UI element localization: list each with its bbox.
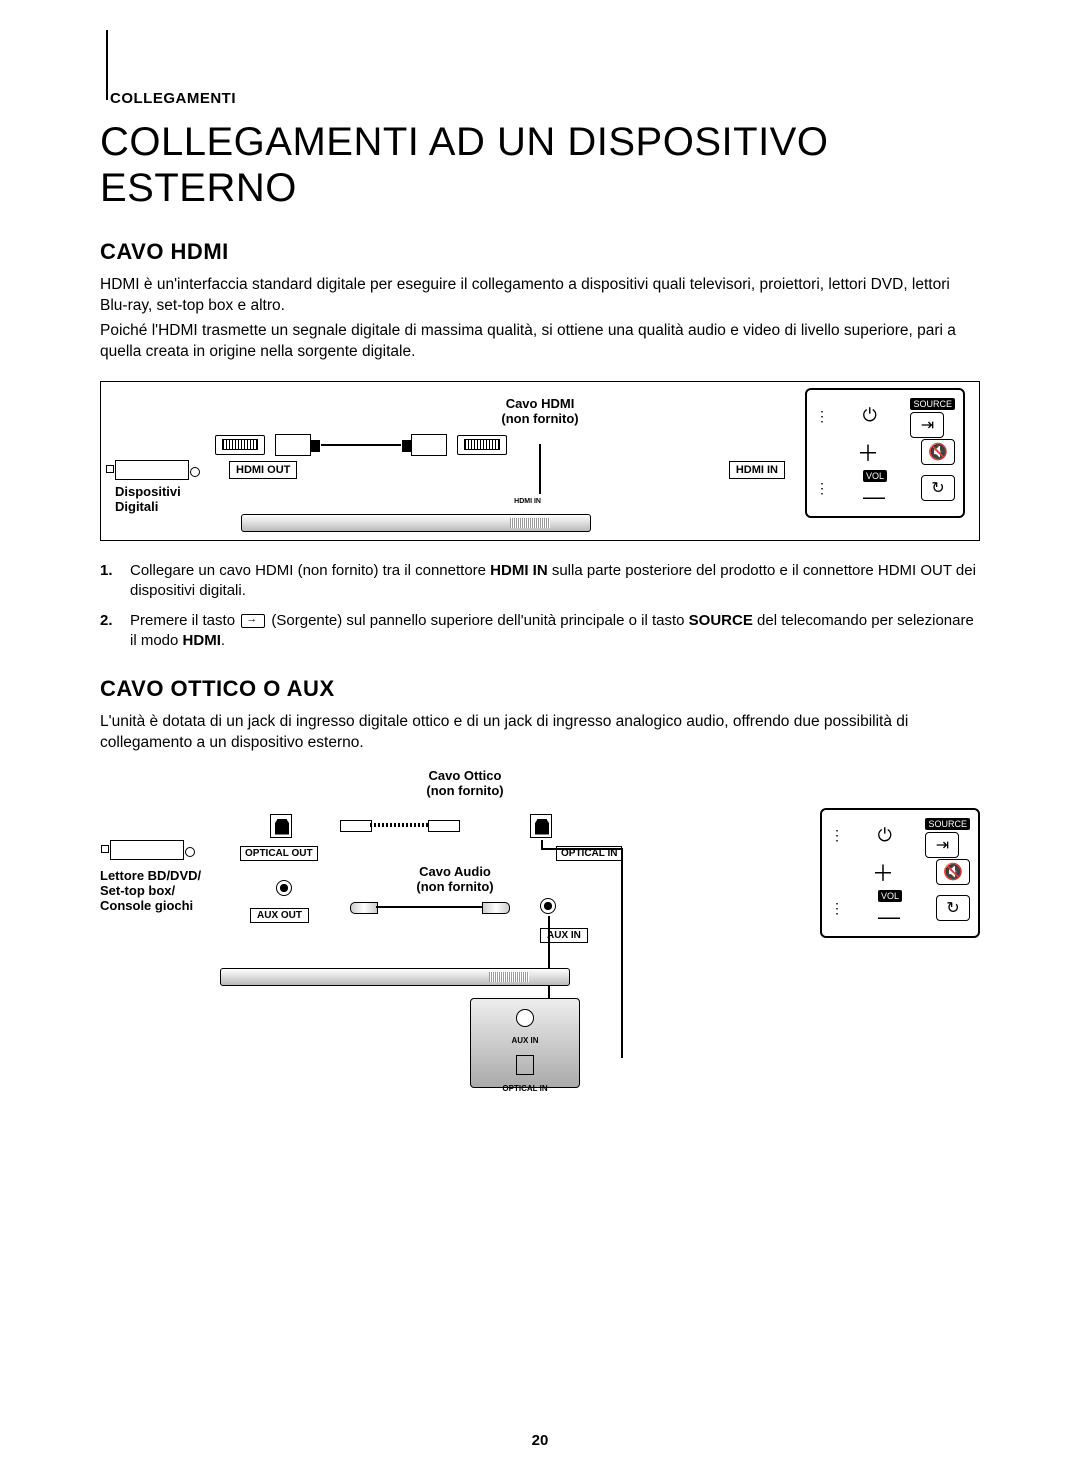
- aux-in-jack: [516, 1009, 534, 1027]
- page-title: COLLEGAMENTI AD UN DISPOSITIVO ESTERNO: [100, 119, 980, 211]
- optical-out-label: OPTICAL OUT: [240, 846, 318, 861]
- aux-device-label-1: Lettore BD/DVD/: [100, 868, 201, 883]
- soundbar-back-panel: AUX IN OPTICAL IN: [470, 998, 580, 1088]
- hdmi-heading: CAVO HDMI: [100, 239, 980, 265]
- optical-out-port: [270, 814, 292, 838]
- vol-down-icon: —: [863, 484, 885, 509]
- dots-icon-2: ⋮: [815, 484, 829, 492]
- hdmi-steps: 1. Collegare un cavo HDMI (non fornito) …: [100, 561, 980, 652]
- dots-icon-3: ⋮: [830, 831, 844, 839]
- aux-cable: [350, 902, 510, 912]
- optical-cable-label-2: (non fornito): [426, 783, 503, 798]
- hdmi-device-label-1: Dispositivi: [115, 484, 181, 499]
- source-label-2: SOURCE: [925, 818, 970, 830]
- remote-control: ⋮ ⏻ SOURCE ⇥ ＋ 🔇 ⋮ VOL — ↻: [805, 388, 965, 518]
- hdmi-port-dest: [457, 435, 507, 455]
- vol-up-icon-2: ＋: [872, 856, 894, 888]
- hdmi-cable-label-1: Cavo HDMI: [506, 396, 575, 411]
- vol-label-2: VOL: [878, 890, 902, 902]
- soundbar-icon-2: [220, 968, 570, 986]
- power-icon: ⏻: [863, 405, 877, 426]
- repeat-button-icon-2: ↻: [936, 895, 970, 921]
- hdmi-step-1: 1. Collegare un cavo HDMI (non fornito) …: [100, 561, 980, 602]
- hdmi-port-source: [215, 435, 265, 455]
- optical-cable-label-1: Cavo Ottico: [429, 768, 502, 783]
- hdmi-device-label-2: Digitali: [115, 499, 158, 514]
- source-button-icon: ⇥: [910, 412, 944, 438]
- mute-button-icon: 🔇: [921, 439, 955, 465]
- page-number: 20: [0, 1432, 1080, 1449]
- audio-cable-label-2: (non fornito): [416, 879, 493, 894]
- header-divider: [106, 30, 108, 100]
- source-label: SOURCE: [910, 398, 955, 410]
- dots-icon-4: ⋮: [830, 904, 844, 912]
- hdmi-diagram: Cavo HDMI (non fornito) HDMI OUT HDMI IN…: [100, 381, 980, 541]
- source-button-icon-2: ⇥: [925, 832, 959, 858]
- aux-para: L'unità è dotata di un jack di ingresso …: [100, 712, 980, 754]
- optical-cable: [340, 818, 460, 832]
- power-icon-2: ⏻: [878, 825, 892, 846]
- hdmi-in-label: HDMI IN: [729, 461, 785, 479]
- back-optical-label: OPTICAL IN: [477, 1084, 573, 1093]
- aux-out-port: [276, 880, 292, 896]
- source-device-icon: [110, 840, 184, 860]
- hdmi-cable-label-2: (non fornito): [501, 411, 578, 426]
- repeat-button-icon: ↻: [921, 475, 955, 501]
- hdmi-para1: HDMI è un'interfaccia standard digitale …: [100, 275, 980, 317]
- aux-in-port: [540, 898, 556, 914]
- digital-device-icon: [115, 460, 189, 480]
- aux-out-label: AUX OUT: [250, 908, 309, 923]
- optical-in-jack: [516, 1055, 534, 1075]
- audio-cable-label-1: Cavo Audio: [419, 864, 491, 879]
- aux-device-label-2: Set-top box/: [100, 883, 175, 898]
- vol-down-icon-2: —: [878, 904, 900, 929]
- dots-icon: ⋮: [815, 412, 829, 420]
- hdmi-out-label: HDMI OUT: [229, 461, 297, 479]
- section-label: COLLEGAMENTI: [110, 90, 980, 107]
- hdmi-plug-in: [411, 434, 447, 456]
- soundbar-hdmi-in-label: HDMI IN: [514, 498, 541, 505]
- aux-heading: CAVO OTTICO O AUX: [100, 676, 980, 702]
- vol-up-icon: ＋: [857, 436, 879, 468]
- mute-button-icon-2: 🔇: [936, 859, 970, 885]
- remote-control-2: ⋮ ⏻ SOURCE ⇥ ＋ 🔇 ⋮ VOL — ↻: [820, 808, 980, 938]
- aux-diagram: Cavo Ottico (non fornito) OPTICAL OUT OP…: [100, 768, 980, 1098]
- source-icon: [241, 614, 265, 628]
- optical-in-port: [530, 814, 552, 838]
- hdmi-para2: Poiché l'HDMI trasmette un segnale digit…: [100, 321, 980, 363]
- vol-label: VOL: [863, 470, 887, 482]
- hdmi-step-2: 2. Premere il tasto (Sorgente) sul panne…: [100, 611, 980, 652]
- aux-device-label-3: Console giochi: [100, 898, 193, 913]
- soundbar-icon: [241, 514, 591, 532]
- hdmi-plug-out: [275, 434, 311, 456]
- back-aux-label: AUX IN: [477, 1036, 573, 1045]
